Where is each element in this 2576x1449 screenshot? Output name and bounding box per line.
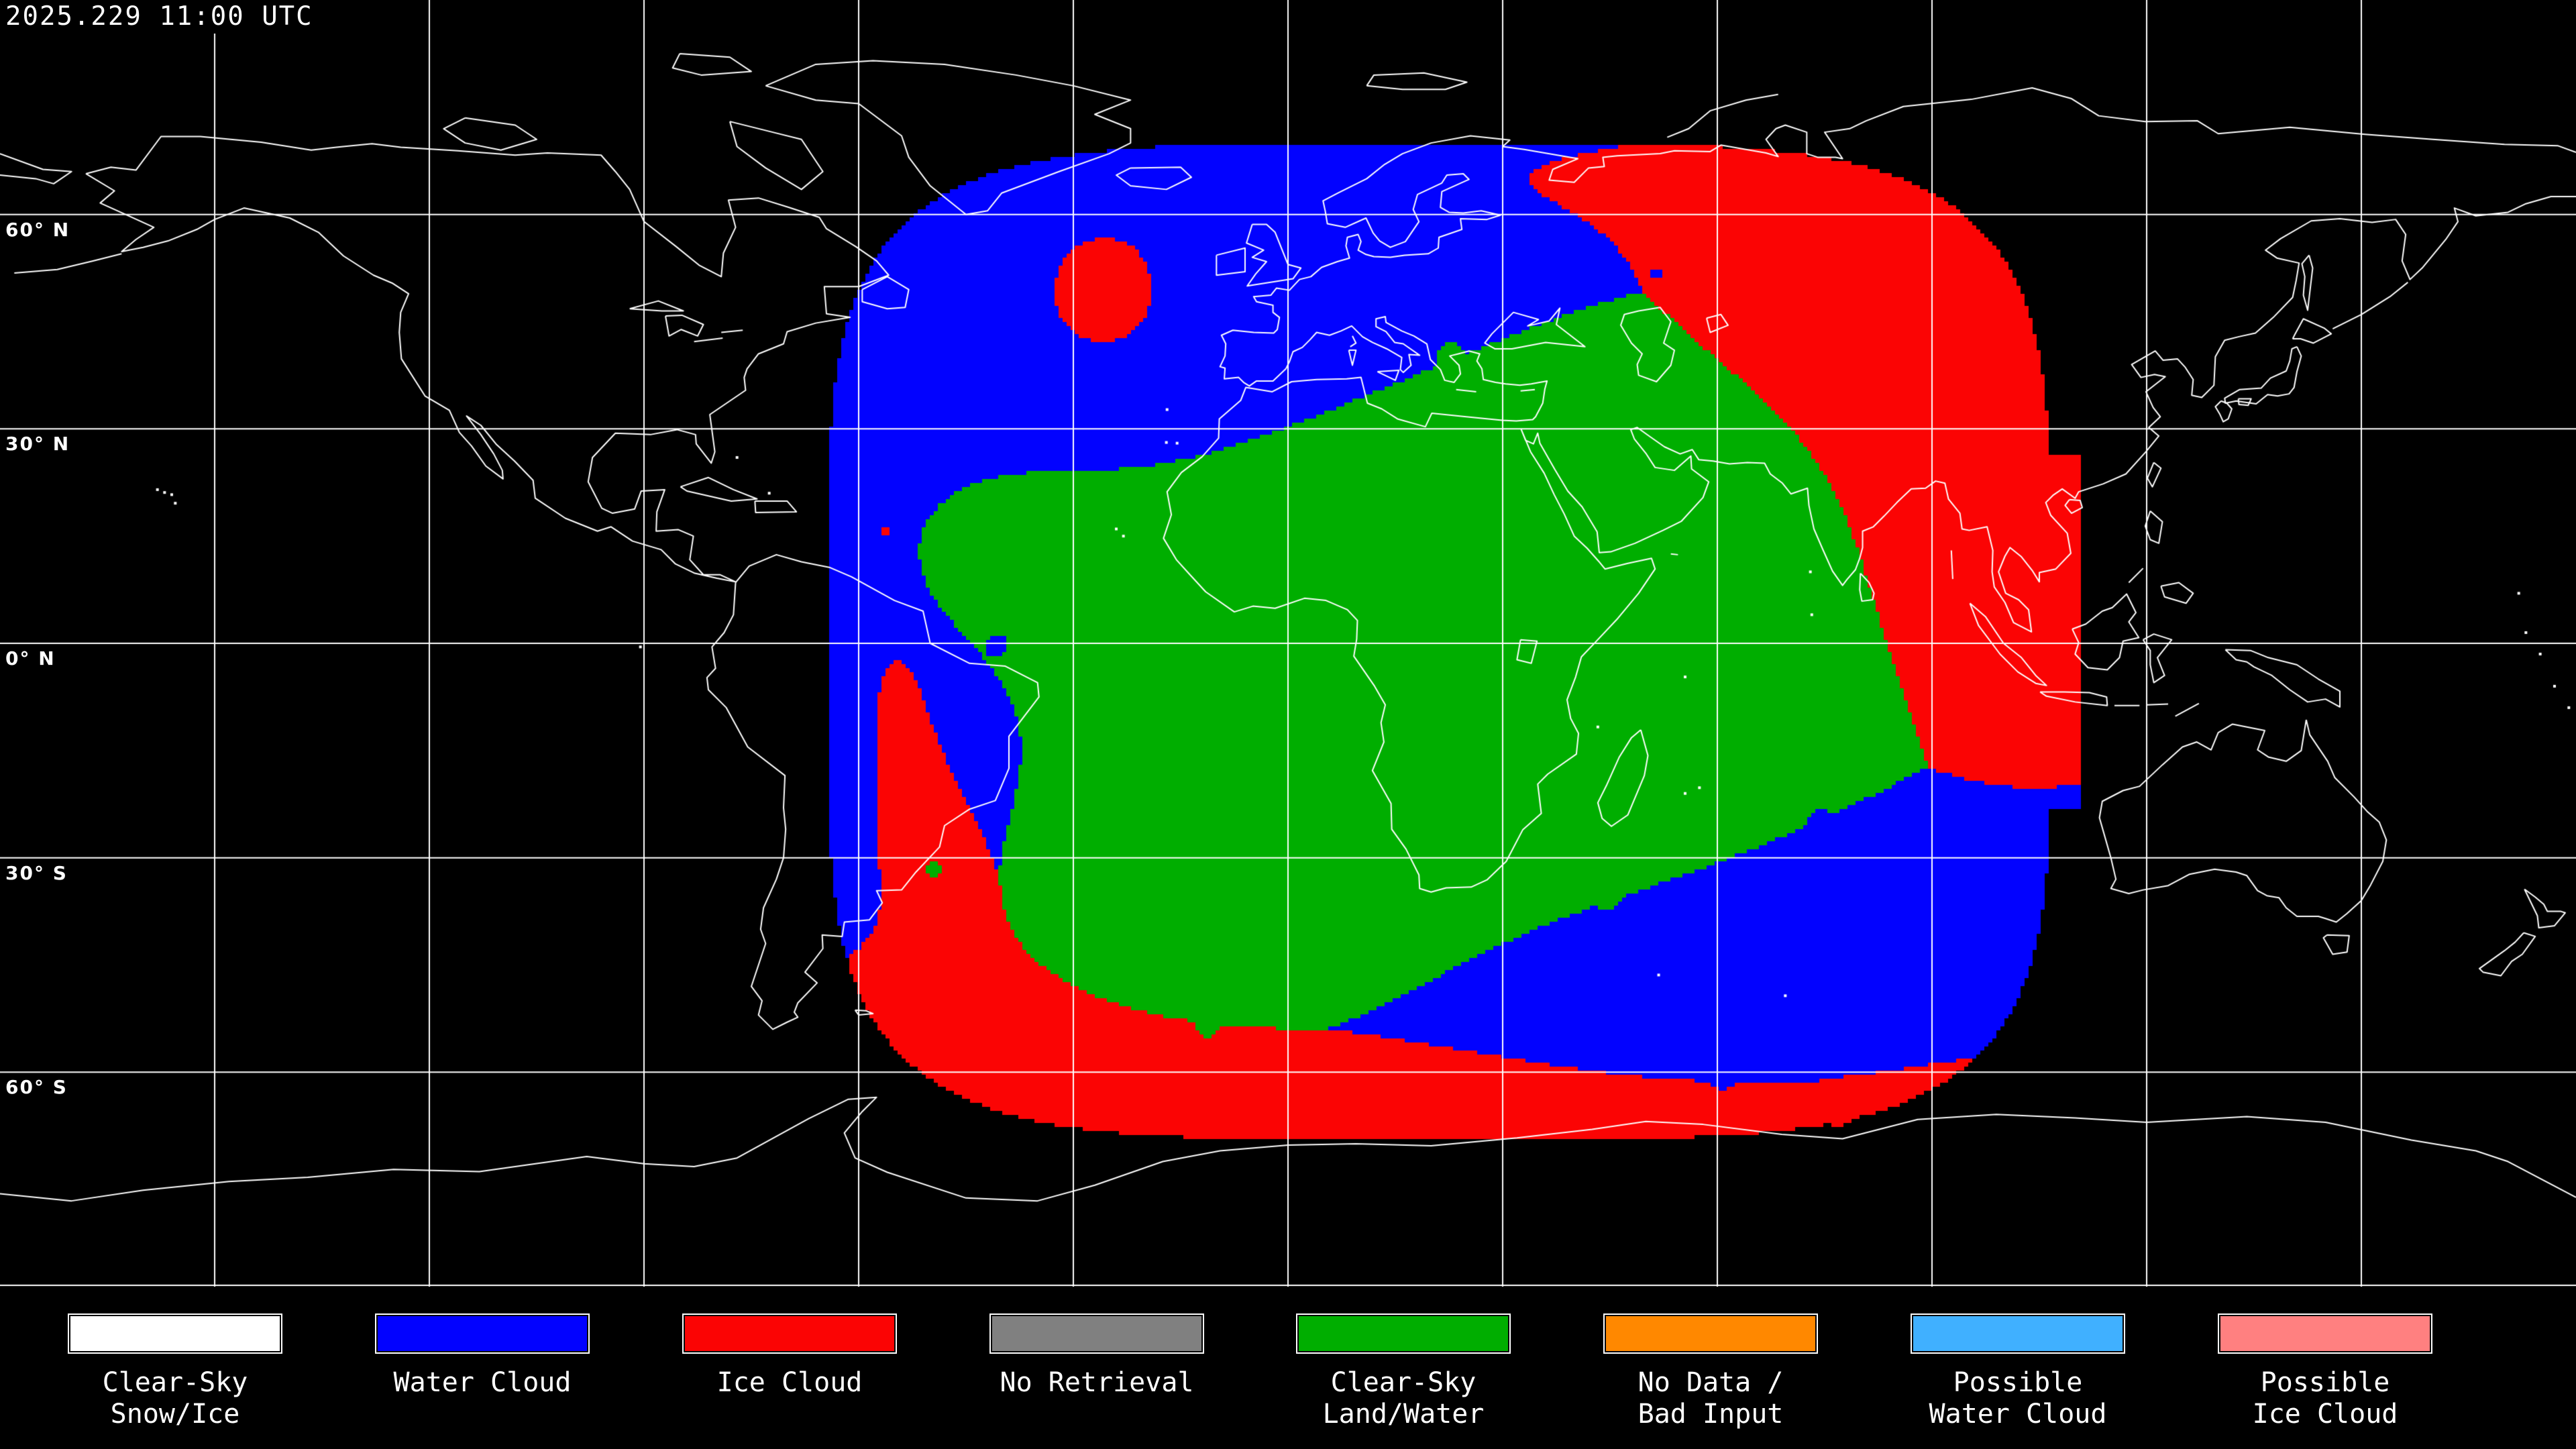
swatch-color	[992, 1316, 1201, 1351]
legend-item-ice-cloud: Ice Cloud	[642, 1313, 937, 1399]
legend-swatch	[682, 1313, 897, 1354]
legend-swatch	[68, 1313, 282, 1354]
swatch-color	[1606, 1316, 1815, 1351]
latitude-label-60s: 60° S	[5, 1076, 68, 1099]
swatch-color	[1913, 1316, 2123, 1351]
swatch-color	[2220, 1316, 2430, 1351]
swatch-color	[685, 1316, 894, 1351]
legend-item-water-cloud: Water Cloud	[335, 1313, 630, 1399]
latitude-label-30s: 30° S	[5, 861, 68, 884]
legend-item-clear-sky-land-water: Clear-Sky Land/Water	[1256, 1313, 1551, 1430]
legend-item-label: Possible Water Cloud	[1929, 1367, 2107, 1430]
legend-item-label: Water Cloud	[393, 1367, 572, 1398]
legend-item-label: No Data / Bad Input	[1638, 1367, 1784, 1430]
swatch-color	[378, 1316, 587, 1351]
latitude-label-30n: 30° N	[5, 433, 70, 455]
legend-swatch	[1296, 1313, 1511, 1354]
legend: Clear-Sky Snow/Ice Water Cloud Ice Cloud …	[0, 1287, 2576, 1449]
legend-swatch	[2218, 1313, 2432, 1354]
legend-item-no-retrieval: No Retrieval	[949, 1313, 1244, 1399]
legend-item-label: No Retrieval	[1000, 1367, 1194, 1398]
swatch-color	[70, 1316, 280, 1351]
legend-item-label: Clear-Sky Land/Water	[1322, 1367, 1485, 1430]
latitude-label-60n: 60° N	[5, 218, 70, 241]
legend-item-label: Clear-Sky Snow/Ice	[102, 1367, 248, 1430]
world-map-canvas	[0, 0, 2576, 1287]
legend-item-possible-water-cloud: Possible Water Cloud	[1870, 1313, 2165, 1430]
legend-swatch	[1603, 1313, 1818, 1354]
latitude-label-0n: 0° N	[5, 647, 56, 669]
legend-item-label: Possible Ice Cloud	[2252, 1367, 2398, 1430]
legend-swatch	[1911, 1313, 2125, 1354]
legend-item-clear-sky-snow-ice: Clear-Sky Snow/Ice	[28, 1313, 323, 1430]
timestamp: 2025.229 11:00 UTC	[0, 0, 331, 34]
legend-item-no-data-bad-input: No Data / Bad Input	[1563, 1313, 1858, 1430]
legend-swatch	[375, 1313, 590, 1354]
swatch-color	[1299, 1316, 1508, 1351]
legend-item-label: Ice Cloud	[716, 1367, 863, 1398]
legend-swatch	[989, 1313, 1204, 1354]
legend-item-possible-ice-cloud: Possible Ice Cloud	[2178, 1313, 2473, 1430]
